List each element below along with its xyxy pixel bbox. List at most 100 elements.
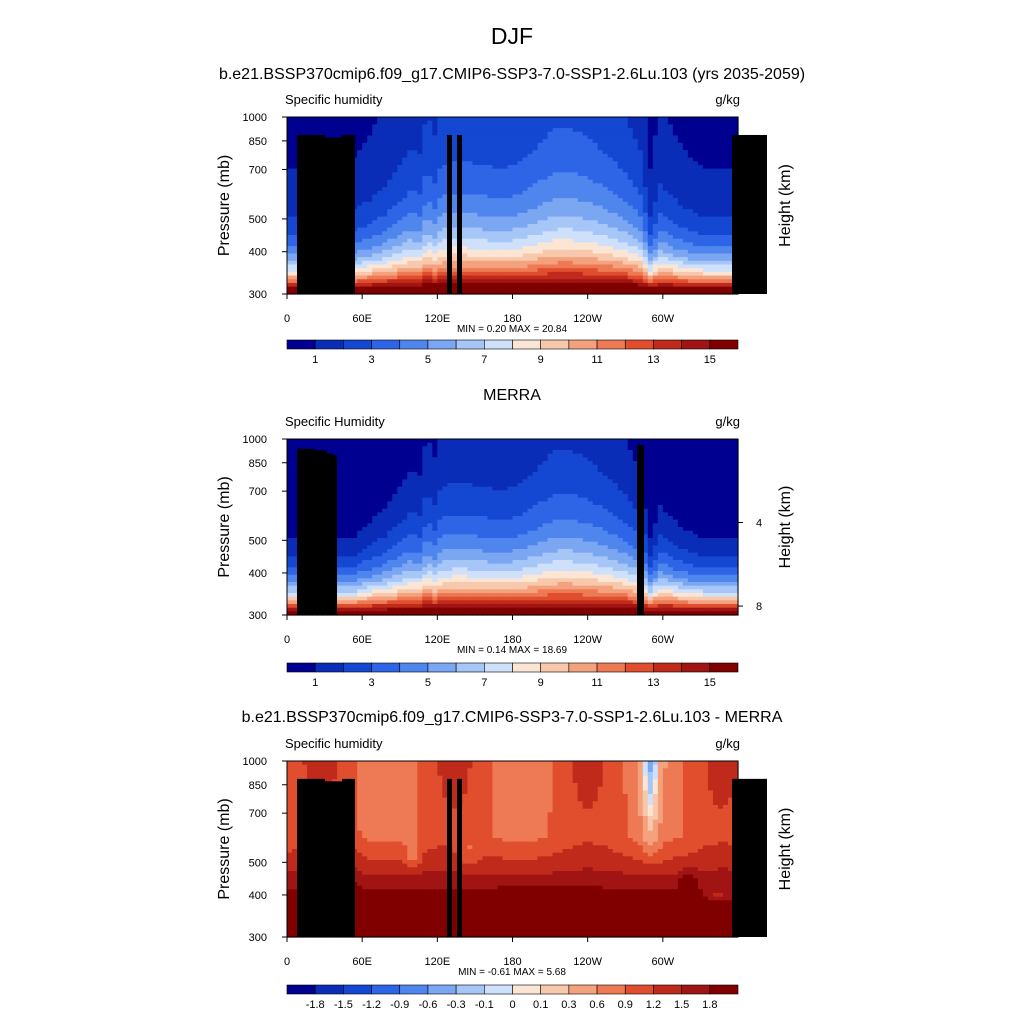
field-cell	[603, 139, 609, 143]
field-cell	[357, 172, 363, 176]
field-cell	[472, 121, 478, 125]
field-cell	[568, 253, 574, 257]
field-cell	[693, 217, 699, 221]
field-cell	[492, 124, 498, 128]
field-cell	[653, 261, 659, 265]
field-cell	[538, 461, 544, 465]
field-cell	[653, 272, 659, 276]
field-cell	[382, 135, 388, 139]
field-cell	[628, 228, 634, 232]
field-cell	[568, 242, 574, 246]
field-cell	[412, 250, 418, 254]
field-cell	[568, 158, 574, 162]
field-cell	[648, 128, 654, 132]
field-cell	[663, 187, 669, 191]
field-cell	[357, 128, 363, 132]
field-cell	[588, 457, 594, 461]
field-cell	[367, 191, 373, 195]
field-cell	[683, 154, 689, 158]
field-cell	[513, 143, 519, 147]
field-cell	[367, 176, 373, 180]
field-cell	[553, 158, 559, 162]
field-cell	[432, 154, 438, 158]
field-cell	[407, 257, 413, 261]
field-cell	[407, 450, 413, 454]
field-cell	[643, 143, 649, 147]
field-cell	[402, 272, 408, 276]
field-cell	[568, 135, 574, 139]
field-cell	[362, 217, 368, 221]
field-cell	[603, 202, 609, 206]
field-cell	[588, 121, 594, 125]
field-cell	[427, 217, 433, 221]
field-cell	[708, 161, 714, 165]
field-cell	[578, 169, 584, 173]
field-cell	[608, 209, 614, 213]
field-cell	[397, 224, 403, 228]
field-cell	[578, 265, 584, 269]
field-cell	[618, 209, 624, 213]
field-cell	[533, 461, 539, 465]
field-cell	[292, 257, 298, 261]
field-cell	[588, 235, 594, 239]
field-cell	[342, 461, 348, 465]
field-cell	[588, 176, 594, 180]
field-cell	[668, 439, 674, 443]
field-cell	[518, 287, 524, 291]
field-cell	[287, 287, 293, 291]
field-cell	[668, 121, 674, 125]
field-cell	[643, 265, 649, 269]
field-cell	[628, 283, 634, 287]
field-cell	[678, 224, 684, 228]
field-cell	[367, 202, 373, 206]
field-cell	[553, 154, 559, 158]
field-cell	[427, 158, 433, 162]
field-cell	[728, 454, 734, 458]
field-cell	[392, 253, 398, 257]
field-cell	[588, 147, 594, 151]
field-cell	[392, 257, 398, 261]
field-cell	[693, 283, 699, 287]
field-cell	[638, 239, 644, 243]
field-cell	[382, 253, 388, 257]
field-cell	[367, 287, 373, 291]
field-cell	[588, 257, 594, 261]
field-cell	[708, 198, 714, 202]
field-cell	[553, 161, 559, 165]
field-cell	[623, 239, 629, 243]
field-cell	[578, 121, 584, 125]
field-cell	[653, 128, 659, 132]
field-cell	[457, 461, 463, 465]
field-cell	[467, 121, 473, 125]
field-cell	[578, 443, 584, 447]
field-cell	[678, 265, 684, 269]
field-cell	[623, 176, 629, 180]
field-cell	[497, 202, 503, 206]
field-cell	[703, 132, 709, 136]
field-cell	[482, 228, 488, 232]
field-cell	[377, 139, 383, 143]
field-cell	[492, 121, 498, 125]
field-cell	[432, 121, 438, 125]
field-cell	[407, 147, 413, 151]
field-cell	[487, 268, 493, 272]
field-cell	[462, 180, 468, 184]
field-cell	[362, 180, 368, 184]
field-cell	[387, 198, 393, 202]
field-cell	[507, 235, 513, 239]
field-cell	[477, 139, 483, 143]
field-cell	[518, 439, 524, 443]
field-cell	[528, 239, 534, 243]
field-cell	[568, 154, 574, 158]
field-cell	[472, 250, 478, 254]
field-cell	[528, 161, 534, 165]
field-cell	[568, 124, 574, 128]
field-cell	[407, 461, 413, 465]
field-cell	[688, 121, 694, 125]
field-cell	[472, 268, 478, 272]
field-cell	[698, 183, 704, 187]
field-cell	[477, 268, 483, 272]
field-cell	[337, 132, 343, 136]
field-cell	[482, 191, 488, 195]
field-cell	[573, 217, 579, 221]
